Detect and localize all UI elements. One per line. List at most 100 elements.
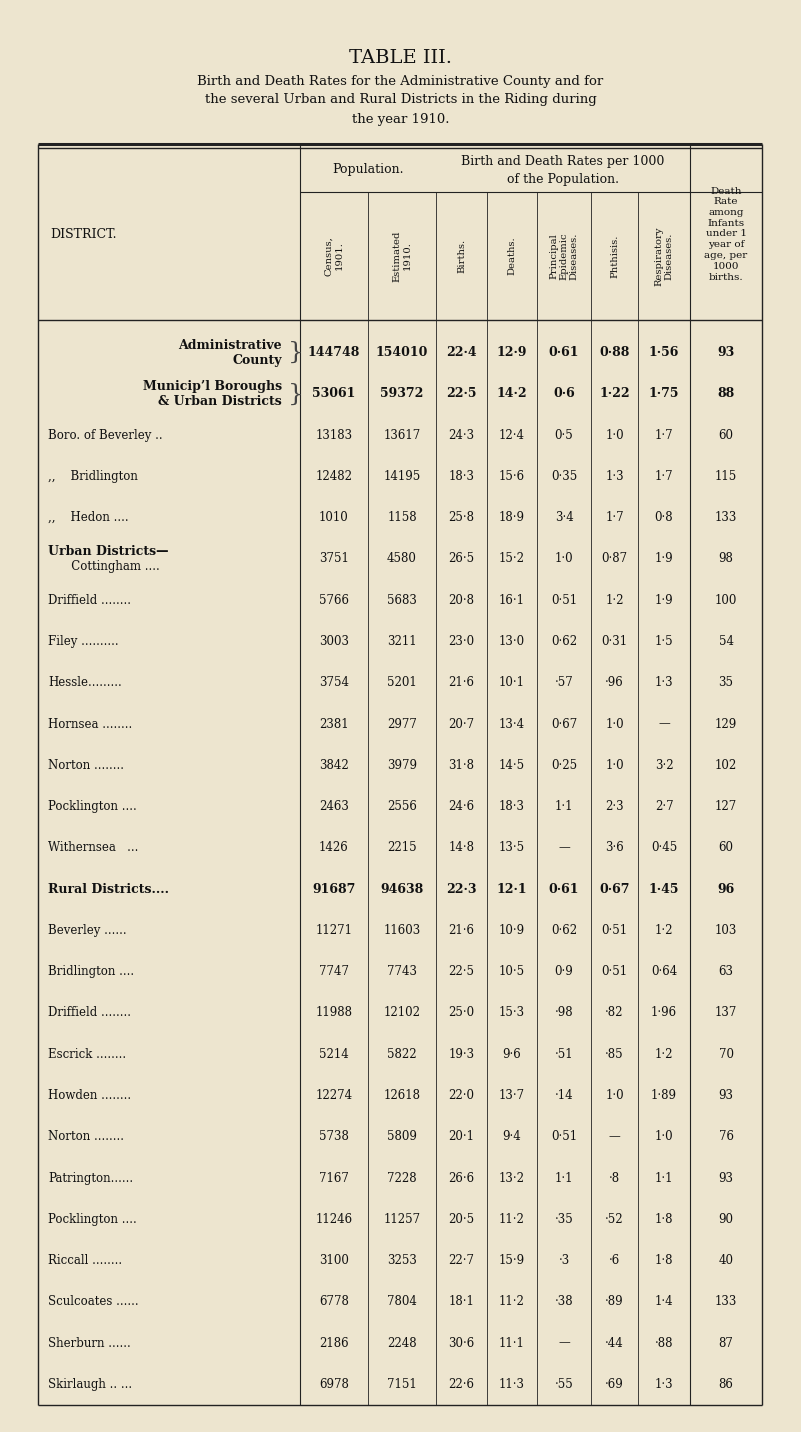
Text: —: —: [609, 1130, 621, 1143]
Text: 0·25: 0·25: [551, 759, 577, 772]
Text: ·85: ·85: [606, 1048, 624, 1061]
Text: 3100: 3100: [319, 1254, 349, 1267]
Text: & Urban Districts: & Urban Districts: [159, 395, 282, 408]
Text: 87: 87: [718, 1336, 734, 1349]
Text: 1·7: 1·7: [606, 511, 624, 524]
Text: 0·51: 0·51: [602, 965, 627, 978]
Text: 11·1: 11·1: [499, 1336, 525, 1349]
Text: 0·61: 0·61: [549, 882, 579, 895]
Text: 0·51: 0·51: [602, 924, 627, 937]
Text: 5683: 5683: [387, 594, 417, 607]
Text: 13·7: 13·7: [499, 1088, 525, 1103]
Text: Urban Districts—: Urban Districts—: [48, 546, 168, 558]
Text: 12618: 12618: [384, 1088, 421, 1103]
Text: Administrative: Administrative: [179, 339, 282, 352]
Text: 2463: 2463: [319, 800, 349, 813]
Text: 0·6: 0·6: [553, 388, 575, 401]
Text: Birth and Death Rates for the Administrative County and for
the several Urban an: Birth and Death Rates for the Administra…: [197, 74, 604, 126]
Text: 12274: 12274: [316, 1088, 352, 1103]
Text: ·44: ·44: [605, 1336, 624, 1349]
Text: 3·6: 3·6: [605, 842, 624, 855]
Text: 10·1: 10·1: [499, 676, 525, 689]
Text: 102: 102: [714, 759, 737, 772]
Text: 1·1: 1·1: [555, 800, 574, 813]
Text: 16·1: 16·1: [499, 594, 525, 607]
Text: 76: 76: [718, 1130, 734, 1143]
Text: 88: 88: [718, 388, 735, 401]
Text: Driffield ........: Driffield ........: [48, 594, 131, 607]
Text: 15·2: 15·2: [499, 553, 525, 566]
Text: 14·5: 14·5: [499, 759, 525, 772]
Text: County: County: [232, 354, 282, 367]
Text: 0·62: 0·62: [551, 924, 577, 937]
Text: ·57: ·57: [554, 676, 574, 689]
Text: ·69: ·69: [605, 1378, 624, 1390]
Text: 22·7: 22·7: [449, 1254, 474, 1267]
Text: 1·75: 1·75: [649, 388, 679, 401]
Text: 1·0: 1·0: [654, 1130, 674, 1143]
Text: 3·2: 3·2: [654, 759, 674, 772]
Text: 93: 93: [718, 1088, 734, 1103]
Text: ·14: ·14: [554, 1088, 574, 1103]
Text: 26·6: 26·6: [449, 1171, 474, 1184]
Text: ·98: ·98: [554, 1007, 574, 1020]
Text: —: —: [558, 1336, 570, 1349]
Text: 1·3: 1·3: [654, 676, 674, 689]
Text: Births.: Births.: [457, 239, 466, 274]
Text: 23·0: 23·0: [449, 634, 474, 649]
Text: Pocklington ....: Pocklington ....: [48, 800, 137, 813]
Text: 0·88: 0·88: [599, 347, 630, 359]
Text: 3979: 3979: [387, 759, 417, 772]
Text: 7228: 7228: [387, 1171, 417, 1184]
Text: Rural Districts....: Rural Districts....: [48, 882, 169, 895]
Text: 100: 100: [714, 594, 737, 607]
Text: 12102: 12102: [384, 1007, 421, 1020]
Text: 20·1: 20·1: [449, 1130, 474, 1143]
Text: 154010: 154010: [376, 347, 429, 359]
Text: Birth and Death Rates per 1000
of the Population.: Birth and Death Rates per 1000 of the Po…: [461, 155, 665, 186]
Text: 13·5: 13·5: [499, 842, 525, 855]
Text: 1·7: 1·7: [654, 470, 674, 483]
Text: Population.: Population.: [332, 163, 404, 176]
Text: Sculcoates ......: Sculcoates ......: [48, 1296, 139, 1309]
Text: DISTRICT.: DISTRICT.: [50, 228, 116, 241]
Text: 22·5: 22·5: [449, 965, 474, 978]
Text: 144748: 144748: [308, 347, 360, 359]
Text: ·3: ·3: [558, 1254, 570, 1267]
Text: 1·56: 1·56: [649, 347, 679, 359]
Text: 91687: 91687: [312, 882, 356, 895]
Text: 3754: 3754: [319, 676, 349, 689]
Text: 137: 137: [714, 1007, 737, 1020]
Text: 7804: 7804: [387, 1296, 417, 1309]
Text: Boro. of Beverley ..: Boro. of Beverley ..: [48, 428, 163, 441]
Text: 13·2: 13·2: [499, 1171, 525, 1184]
Text: —: —: [558, 842, 570, 855]
Text: 13·0: 13·0: [499, 634, 525, 649]
Text: Norton ........: Norton ........: [48, 1130, 124, 1143]
Text: 2248: 2248: [387, 1336, 417, 1349]
Text: Census,
1901.: Census, 1901.: [324, 236, 344, 276]
Text: ,,    Bridlington: ,, Bridlington: [48, 470, 138, 483]
Text: 18·1: 18·1: [449, 1296, 474, 1309]
Text: 133: 133: [714, 511, 737, 524]
Text: 3253: 3253: [387, 1254, 417, 1267]
Text: 11·2: 11·2: [499, 1213, 525, 1226]
Text: 22·3: 22·3: [446, 882, 477, 895]
Text: ·38: ·38: [554, 1296, 574, 1309]
Text: 90: 90: [718, 1213, 734, 1226]
Text: 12·9: 12·9: [497, 347, 527, 359]
Text: 13183: 13183: [316, 428, 352, 441]
Text: 6778: 6778: [319, 1296, 349, 1309]
Text: 1·2: 1·2: [654, 1048, 674, 1061]
Text: 0·61: 0·61: [549, 347, 579, 359]
Text: 1·89: 1·89: [651, 1088, 677, 1103]
Text: 22·6: 22·6: [449, 1378, 474, 1390]
Text: 3003: 3003: [319, 634, 349, 649]
Text: 3842: 3842: [319, 759, 349, 772]
Text: 12·1: 12·1: [497, 882, 527, 895]
Text: 11603: 11603: [384, 924, 421, 937]
Text: ·35: ·35: [554, 1213, 574, 1226]
Text: 0·67: 0·67: [551, 717, 578, 730]
Text: 54: 54: [718, 634, 734, 649]
Text: 1·9: 1·9: [654, 594, 674, 607]
